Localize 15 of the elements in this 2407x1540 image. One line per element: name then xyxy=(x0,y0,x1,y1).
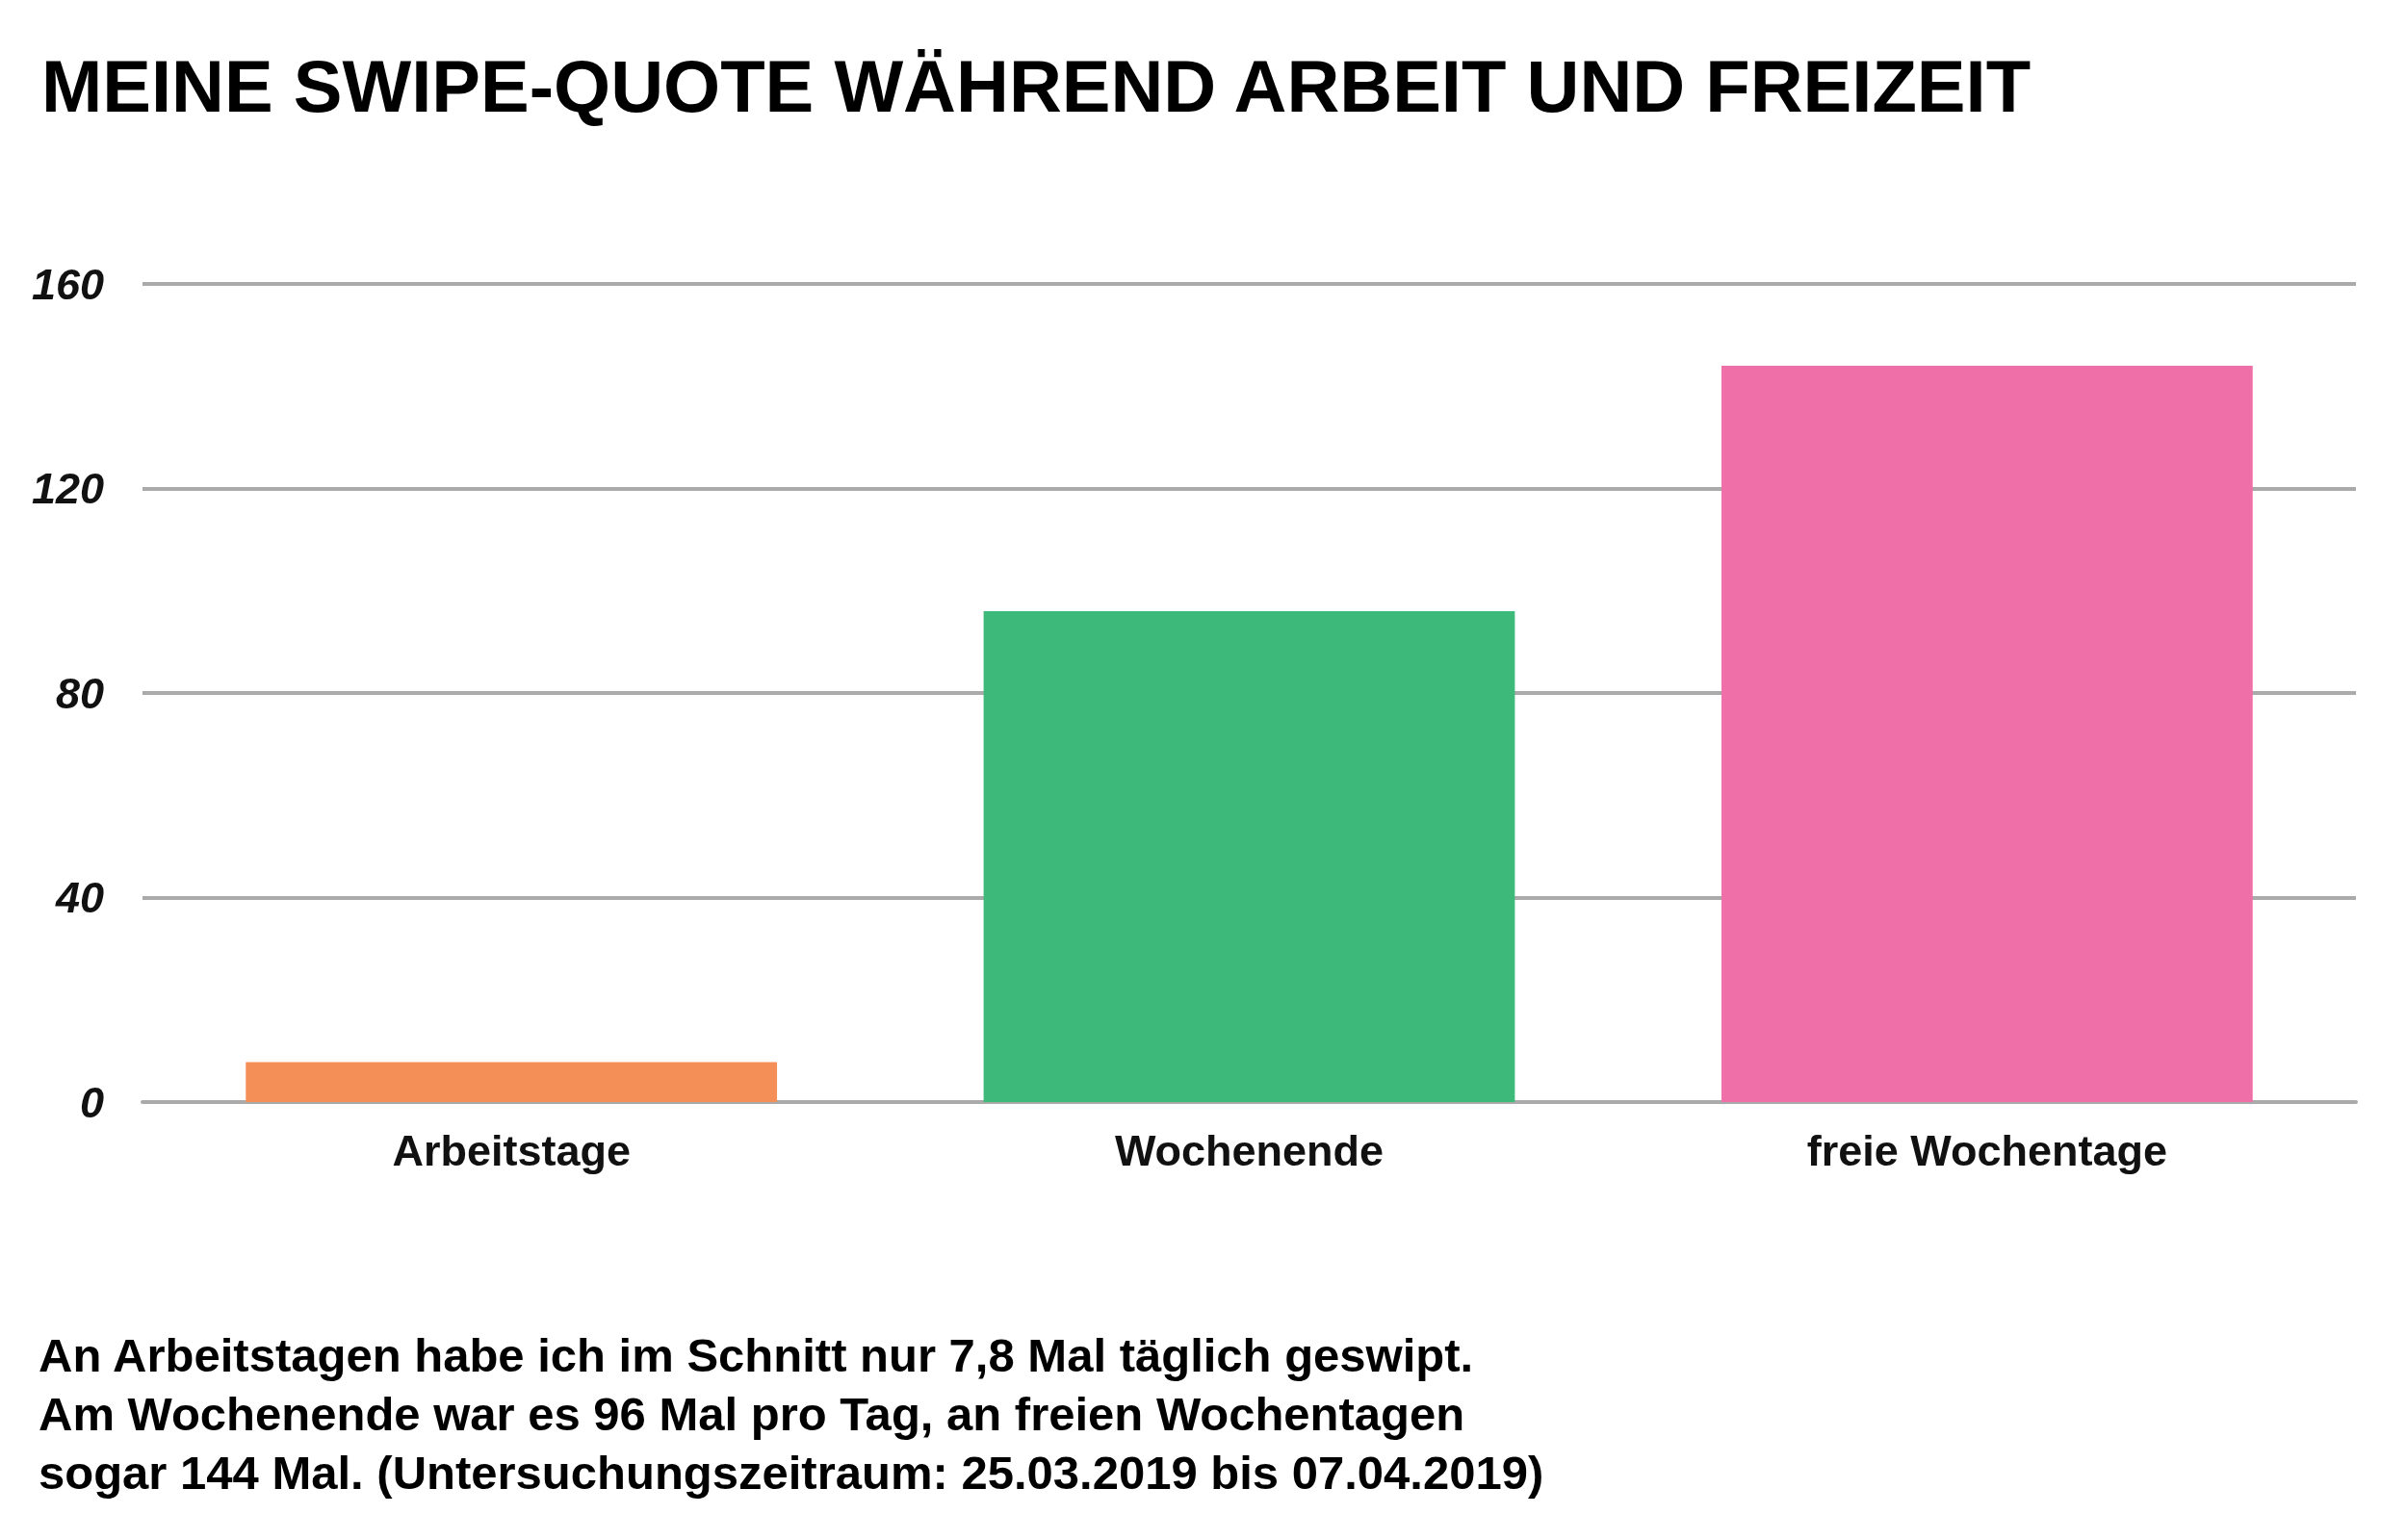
y-tick-label: 80 xyxy=(55,668,104,718)
y-tick-label: 120 xyxy=(31,464,104,513)
text: An Arbeitstagen habe ich im Schnitt nur 7,8 Mal täglich geswipt. xyxy=(39,1328,1474,1381)
text: Am Wochenende war es 96 Mal pro Tag, an freien Wochentagen xyxy=(39,1387,1465,1440)
bar xyxy=(1721,366,2253,1102)
x-tick-label: Wochenende xyxy=(1114,1126,1385,1175)
chart-title: MEINE SWIPE-QUOTE WÄHREND ARBEIT UND FREIZEIT xyxy=(41,44,2032,127)
text: sogar 144 Mal. (Untersuchungszeitraum: 25.03.2019 bis 07.04.2019) xyxy=(39,1446,1544,1499)
x-tick-label: Arbeitstage xyxy=(392,1126,631,1175)
bar xyxy=(983,611,1515,1102)
bar xyxy=(246,1062,778,1102)
y-tick-label: 40 xyxy=(54,873,104,922)
y-tick-label: 0 xyxy=(79,1077,104,1127)
x-tick-label: freie Wochentage xyxy=(1806,1126,2167,1175)
y-tick-label: 160 xyxy=(31,259,104,309)
